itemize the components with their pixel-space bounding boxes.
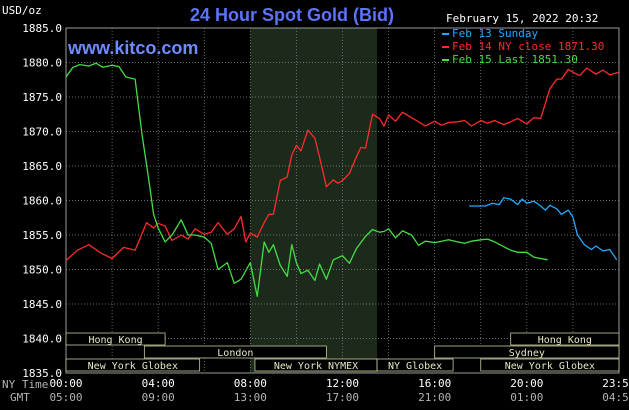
- session-box: New York NYMEX: [254, 358, 378, 372]
- session-bar: [65, 358, 201, 372]
- legend-label: Feb 13 Sunday: [452, 27, 538, 40]
- session-label: Sydney: [509, 348, 545, 359]
- session-bar: [510, 332, 620, 346]
- x-tick-label-ny: 04:00: [142, 377, 175, 390]
- session-box: NY Globex: [376, 358, 454, 372]
- x-tick-label-ny: 23:59: [602, 377, 629, 390]
- x-tick-label-ny: 20:00: [510, 377, 543, 390]
- market-sessions: Hong Kong Hong Kong London Sydney New York G…: [65, 332, 620, 372]
- series-line: [469, 197, 618, 261]
- chart-title: 24 Hour Spot Gold (Bid): [190, 5, 394, 25]
- session-label: New York Globex: [505, 361, 595, 372]
- session-label: NY Globex: [388, 361, 442, 372]
- session-bar: [143, 345, 327, 359]
- x-tick-label-gmt: 17:00: [326, 391, 359, 404]
- session-label: London: [217, 348, 253, 359]
- y-tick-label: 1870.0: [22, 126, 62, 139]
- series-line: [65, 62, 548, 298]
- session-label: New York Globex: [88, 361, 178, 372]
- x-tick-label-ny: 08:00: [234, 377, 267, 390]
- plot-frame: [65, 27, 620, 374]
- y-axis-unit: USD/oz: [2, 4, 42, 17]
- nymex-session-highlight: [250, 28, 378, 373]
- session-label: Hong Kong: [88, 335, 142, 346]
- y-tick-label: 1850.0: [22, 264, 62, 277]
- x-tick-label-ny: 12:00: [326, 377, 359, 390]
- x-tick-label-gmt: 09:00: [142, 391, 175, 404]
- price-series: [65, 62, 619, 298]
- y-tick-label: 1835.0: [22, 367, 62, 380]
- series-line: [65, 67, 619, 261]
- session-bar: [434, 345, 620, 359]
- x-tick-label-gmt: 21:00: [418, 391, 451, 404]
- session-box: Sydney: [434, 345, 620, 359]
- x-tick-label-ny: 00:00: [49, 377, 82, 390]
- session-box: New York Globex: [480, 358, 620, 372]
- y-tick-label: 1880.0: [22, 57, 62, 70]
- session-label: New York NYMEX: [274, 361, 358, 372]
- session-box: New York Globex: [65, 358, 201, 372]
- y-tick-label: 1865.0: [22, 160, 62, 173]
- x-tick-label-gmt: 13:00: [234, 391, 267, 404]
- session-box: Hong Kong: [65, 332, 166, 346]
- y-tick-label: 1855.0: [22, 229, 62, 242]
- legend-label: Feb 15 Last 1851.30: [452, 53, 578, 66]
- session-bar: [480, 358, 620, 372]
- brand-watermark: www.kitco.com: [67, 38, 198, 58]
- y-tick-label: 1860.0: [22, 195, 62, 208]
- session-bar: [376, 358, 454, 372]
- x-tick-label-gmt: 05:00: [49, 391, 82, 404]
- x-row-label-gmt: GMT: [10, 391, 30, 404]
- y-tick-label: 1840.0: [22, 333, 62, 346]
- legend-entry: Feb 15 Last 1851.30: [442, 53, 578, 66]
- timestamp: February 15, 2022 20:32: [446, 12, 598, 25]
- session-bar: [65, 332, 166, 346]
- x-row-label-ny: NY Time: [2, 378, 48, 391]
- x-tick-label-gmt: 01:00: [510, 391, 543, 404]
- legend-entry: Feb 13 Sunday: [442, 27, 538, 40]
- y-tick-label: 1875.0: [22, 91, 62, 104]
- session-box: Hong Kong: [510, 332, 620, 346]
- x-tick-label-gmt: 04:59: [602, 391, 629, 404]
- y-axis-ticks: 1885.0 1880.0 1875.0 1870.0 1865.0 1860.0 1855…: [22, 22, 62, 380]
- session-box: London: [143, 345, 327, 359]
- legend-entry: Feb 14 NY close 1871.30: [442, 40, 604, 53]
- session-label: Hong Kong: [538, 335, 592, 346]
- y-tick-label: 1885.0: [22, 22, 62, 35]
- legend-label: Feb 14 NY close 1871.30: [452, 40, 604, 53]
- x-tick-label-ny: 16:00: [418, 377, 451, 390]
- y-tick-label: 1845.0: [22, 298, 62, 311]
